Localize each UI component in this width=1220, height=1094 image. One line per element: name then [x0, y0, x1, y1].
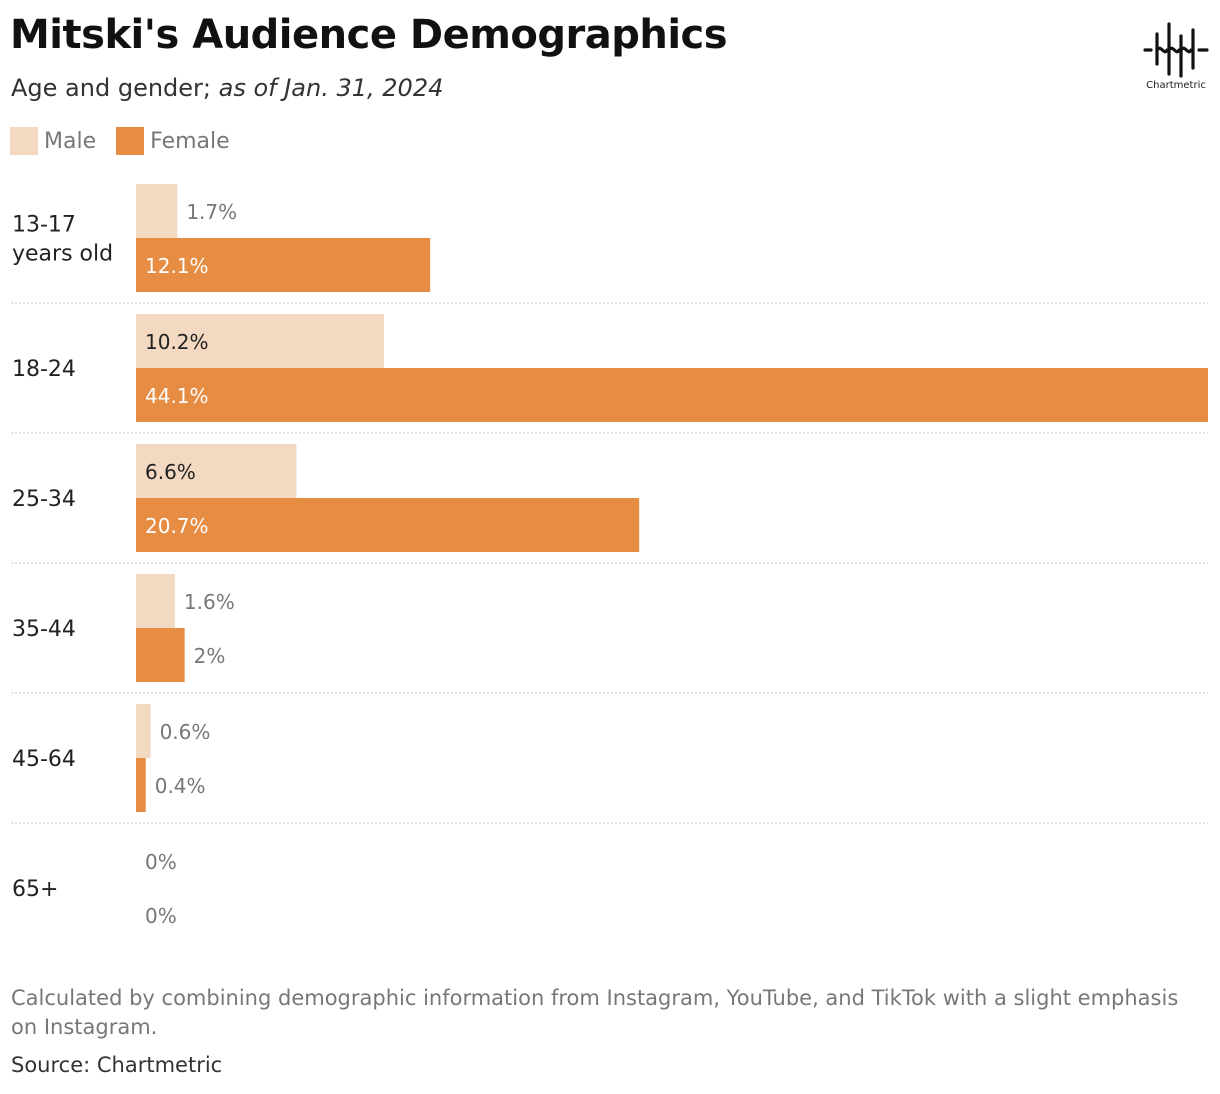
female-bar: [136, 368, 1208, 422]
female-bar: [136, 758, 146, 812]
male-bar: [136, 444, 297, 498]
male-value-label: 1.6%: [184, 590, 235, 614]
subtitle-date: as of Jan. 31, 2024: [218, 74, 444, 102]
female-value-label: 44.1%: [145, 384, 209, 408]
female-bar: [136, 498, 640, 552]
male-bar: [136, 574, 175, 628]
female-bar: [136, 628, 185, 682]
female-value-label: 0.4%: [155, 774, 206, 798]
chartmetric-logo-icon: [1143, 22, 1209, 78]
source-line: Source: Chartmetric: [11, 1053, 223, 1077]
bar-chart: 13-17 years old 1.7% 12.1% 18-24 10.2% 44.1% 25…: [11, 184, 1208, 928]
subtitle-prefix: Age and gender;: [11, 74, 219, 102]
logo-text: Chartmetric: [1146, 80, 1206, 91]
category-label: 13-17: [12, 213, 76, 238]
category-label: 18-24: [12, 357, 76, 382]
legend-item-female: Female: [116, 127, 230, 155]
female-value-label: 20.7%: [145, 514, 209, 538]
male-bar: [136, 314, 384, 368]
female-bar: [136, 238, 431, 292]
chart-title: Mitski's Audience Demographics: [10, 12, 728, 58]
male-value-label: 0.6%: [160, 720, 211, 744]
legend-swatch-male: [10, 127, 38, 155]
legend-label-female: Female: [150, 128, 230, 154]
male-bar: [136, 184, 178, 238]
male-value-label: 10.2%: [145, 330, 209, 354]
category-label: 25-34: [12, 487, 76, 512]
male-bar: [136, 704, 151, 758]
male-value-label: 0%: [145, 850, 177, 874]
female-value-label: 12.1%: [145, 254, 209, 278]
legend-label-male: Male: [44, 128, 97, 154]
female-value-label: 0%: [145, 904, 177, 928]
category-label: years old: [12, 242, 113, 267]
legend-swatch-female: [116, 127, 145, 155]
female-value-label: 2%: [194, 644, 226, 668]
category-label: 65+: [12, 877, 58, 902]
chart-subtitle: Age and gender; as of Jan. 31, 2024: [11, 74, 443, 102]
category-label: 45-64: [12, 747, 76, 772]
male-value-label: 6.6%: [145, 460, 196, 484]
male-value-label: 1.7%: [186, 200, 237, 224]
legend-item-male: Male: [10, 127, 96, 155]
category-label: 35-44: [12, 617, 76, 642]
footnote: Calculated by combining demographic info…: [11, 986, 1179, 1039]
legend: Male Female: [10, 127, 250, 155]
